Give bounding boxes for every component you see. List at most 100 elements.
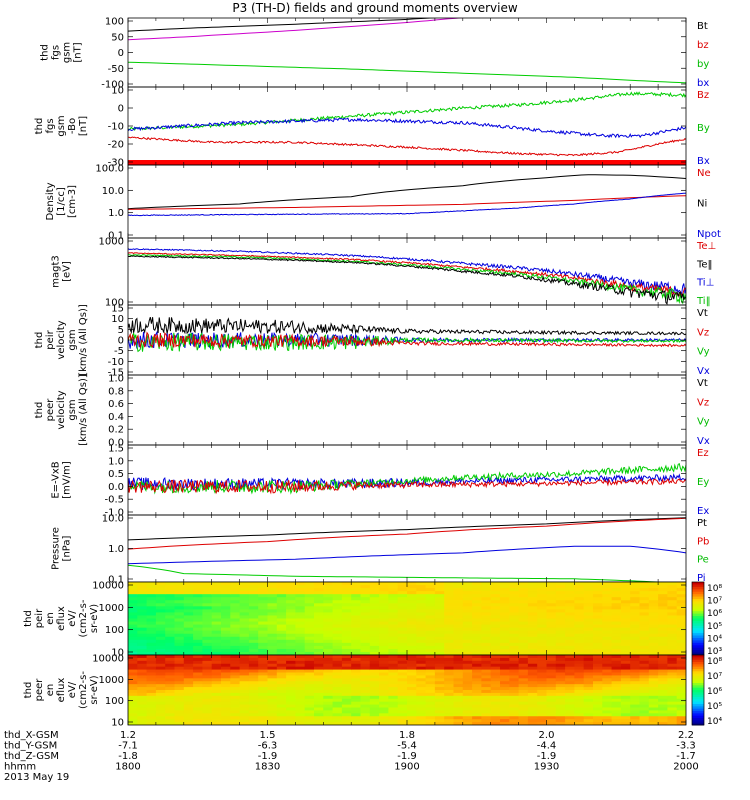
heatmap-cell	[527, 651, 538, 655]
heatmap-cell	[388, 624, 399, 629]
heatmap-cell	[304, 582, 315, 586]
y-axis-label: velocity	[56, 320, 67, 359]
heatmap-cell	[314, 672, 324, 677]
heatmap-cell	[128, 636, 138, 641]
heatmap-cell	[295, 672, 306, 677]
heatmap-cell	[304, 672, 315, 677]
heatmap-cell	[490, 594, 501, 598]
heatmap-cell	[248, 594, 259, 598]
heatmap-cell	[258, 687, 269, 691]
heatmap-cell	[221, 582, 231, 586]
heatmap-cell	[183, 675, 194, 679]
heatmap-cell	[341, 698, 352, 703]
heatmap-cell	[425, 698, 436, 703]
heatmap-cell	[425, 624, 436, 629]
heatmap-cell	[472, 651, 482, 655]
heatmap-cell	[211, 681, 222, 685]
heatmap-cell	[351, 651, 362, 655]
heatmap-cell	[193, 716, 203, 720]
heatmap-cell	[267, 692, 278, 697]
heatmap-cell	[202, 585, 213, 589]
heatmap-cell	[323, 594, 334, 598]
heatmap-cell	[481, 606, 492, 610]
heatmap-cell	[676, 660, 686, 665]
heatmap-cell	[611, 707, 622, 712]
heatmap-cell	[574, 645, 585, 650]
heatmap-cell	[453, 645, 464, 650]
heatmap-cell	[639, 716, 650, 720]
colorbar-cell	[692, 637, 704, 641]
heatmap-cell	[314, 719, 324, 723]
heatmap-cell	[388, 669, 399, 674]
heatmap-cell	[239, 585, 250, 589]
heatmap-cell	[620, 585, 631, 589]
heatmap-cell	[341, 681, 352, 685]
heatmap-cell	[332, 687, 343, 691]
heatmap-cell	[658, 648, 668, 653]
y-axis-label: peir	[34, 608, 45, 628]
heatmap-cell	[667, 588, 678, 592]
heatmap-cell	[128, 612, 138, 617]
heatmap-cell	[332, 585, 343, 589]
heatmap-cell	[137, 672, 148, 677]
y-axis-label: en	[45, 612, 56, 625]
heatmap-cell	[314, 582, 324, 586]
heatmap-cell	[397, 663, 408, 668]
heatmap-cell	[472, 684, 482, 688]
heatmap-cell	[351, 606, 362, 610]
heatmap-cell	[388, 591, 399, 595]
heatmap-cell	[295, 681, 306, 685]
y-axis-label: peer	[34, 678, 45, 702]
heatmap-cell	[211, 669, 222, 674]
heatmap-cell	[183, 701, 194, 706]
heatmap-cell	[434, 672, 445, 677]
heatmap-cell	[518, 621, 529, 626]
heatmap-cell	[360, 588, 371, 592]
heatmap-cell	[407, 678, 417, 682]
heatmap-cell	[155, 716, 166, 720]
heatmap-cell	[481, 609, 492, 614]
heatmap-cell	[602, 636, 613, 641]
heatmap-cell	[639, 669, 650, 674]
heatmap-cell	[518, 630, 529, 635]
heatmap-cell	[472, 672, 482, 677]
colorbar-cell	[692, 706, 704, 710]
heatmap-cell	[593, 627, 603, 632]
heatmap-cell	[407, 698, 417, 703]
x-axis-value: -1.9	[258, 751, 278, 762]
heatmap-cell	[425, 582, 436, 586]
heatmap-cell	[490, 669, 501, 674]
colorbar-tick-label: 10⁸	[707, 657, 722, 667]
heatmap-cell	[165, 588, 176, 592]
heatmap-cell	[211, 642, 222, 647]
heatmap-cell	[267, 627, 278, 632]
heatmap-cell	[351, 621, 362, 626]
heatmap-cell	[258, 591, 269, 595]
heatmap-cell	[155, 627, 166, 632]
heatmap-cell	[490, 681, 501, 685]
heatmap-cell	[425, 630, 436, 635]
heatmap-cell	[379, 603, 389, 607]
heatmap-cell	[369, 692, 380, 697]
heatmap-cell	[639, 722, 650, 725]
heatmap-cell	[174, 597, 185, 601]
heatmap-cell	[314, 684, 324, 688]
legend-label: Ex	[697, 506, 709, 517]
heatmap-cell	[202, 615, 213, 620]
heatmap-cell	[155, 660, 166, 665]
heatmap-cell	[518, 684, 529, 688]
heatmap-cell	[165, 642, 176, 647]
heatmap-cell	[295, 633, 306, 638]
heatmap-cell	[332, 612, 343, 617]
heatmap-cell	[425, 660, 436, 665]
heatmap-cell	[248, 636, 259, 641]
heatmap-cell	[565, 603, 575, 607]
heatmap-cell	[583, 678, 594, 682]
heatmap-cell	[183, 663, 194, 668]
heatmap-cell	[565, 642, 575, 647]
heatmap-cell	[453, 600, 464, 604]
colorbar-cell	[692, 628, 704, 632]
heatmap-cell	[602, 690, 613, 694]
heatmap-cell	[323, 657, 334, 662]
heatmap-cell	[155, 618, 166, 623]
